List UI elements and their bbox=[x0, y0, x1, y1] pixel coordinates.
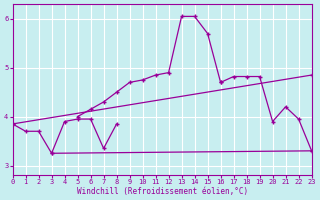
X-axis label: Windchill (Refroidissement éolien,°C): Windchill (Refroidissement éolien,°C) bbox=[76, 187, 248, 196]
